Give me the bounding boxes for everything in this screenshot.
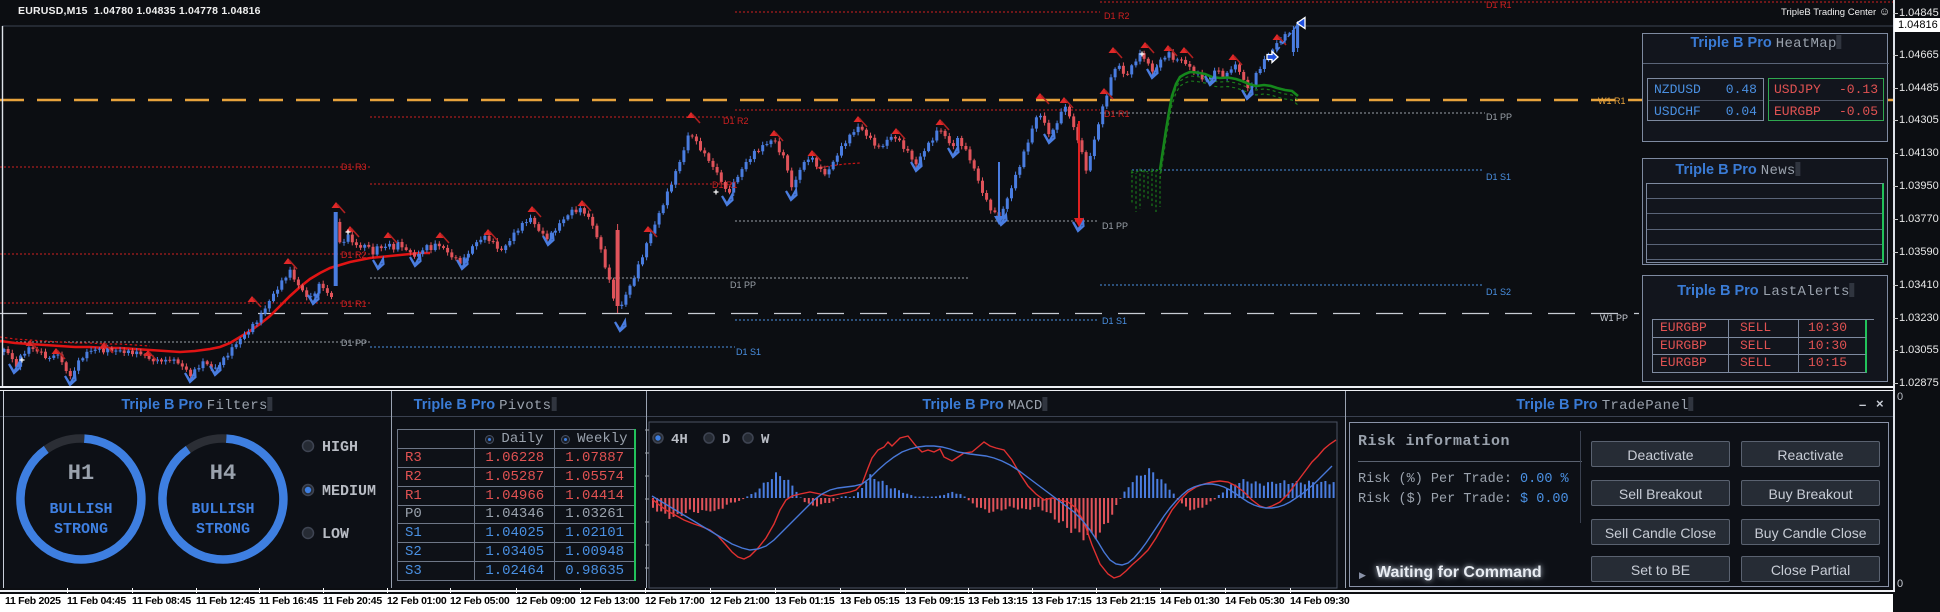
svg-text:H4: H4 [210, 461, 236, 486]
svg-text:D1 PP: D1 PP [1486, 112, 1512, 122]
svg-text:D1 R2: D1 R2 [1104, 11, 1130, 21]
svg-text:D1 PP: D1 PP [730, 280, 756, 290]
svg-text:D1 PP: D1 PP [1102, 221, 1128, 231]
svg-text:H1: H1 [68, 461, 94, 486]
svg-text:BULLISH: BULLISH [191, 501, 254, 518]
svg-text:W1 PP: W1 PP [1600, 313, 1628, 323]
svg-text:D1 R2: D1 R2 [723, 116, 749, 126]
svg-text:LOW: LOW [322, 526, 349, 543]
svg-text:D1 R1: D1 R1 [1486, 0, 1512, 10]
svg-text:D1 R1: D1 R1 [712, 180, 738, 190]
svg-text:D1 S1: D1 S1 [1102, 316, 1127, 326]
svg-text:D: D [722, 432, 730, 448]
svg-text:D1 R2: D1 R2 [341, 250, 367, 260]
svg-text:MEDIUM: MEDIUM [322, 483, 376, 500]
svg-text:STRONG: STRONG [54, 521, 108, 538]
svg-text:D1 PP: D1 PP [341, 338, 367, 348]
svg-text:D1 R3: D1 R3 [341, 162, 367, 172]
svg-text:D1 R1: D1 R1 [1104, 109, 1130, 119]
svg-text:D1 R1: D1 R1 [341, 299, 367, 309]
svg-text:HIGH: HIGH [322, 439, 358, 456]
svg-text:4H: 4H [671, 432, 688, 448]
svg-text:D1 S1: D1 S1 [736, 347, 761, 357]
svg-text:STRONG: STRONG [196, 521, 250, 538]
svg-text:D1 S2: D1 S2 [1486, 287, 1511, 297]
svg-text:D1 S1: D1 S1 [1486, 172, 1511, 182]
svg-text:BULLISH: BULLISH [49, 501, 112, 518]
svg-text:W1 R1: W1 R1 [1598, 96, 1626, 106]
svg-text:W: W [761, 432, 770, 448]
